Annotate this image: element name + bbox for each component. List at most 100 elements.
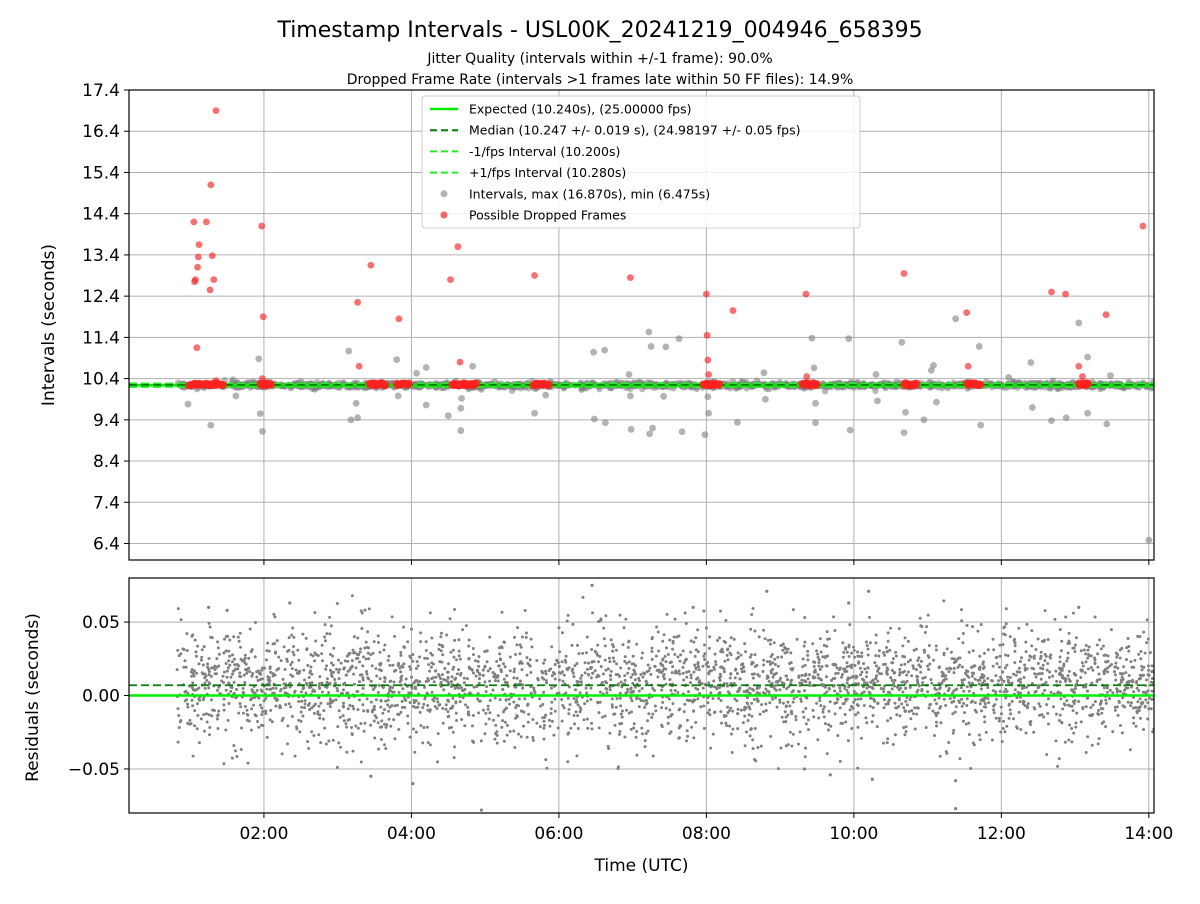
residual-point — [486, 660, 489, 663]
residual-point — [883, 698, 886, 701]
residual-point — [719, 610, 722, 613]
residual-point — [637, 677, 640, 680]
residual-point — [963, 711, 966, 714]
residual-point — [596, 701, 599, 704]
residual-point — [952, 732, 955, 735]
residual-point — [852, 675, 855, 678]
residual-point — [526, 662, 529, 665]
residual-point — [489, 699, 492, 702]
residual-point — [1039, 705, 1042, 708]
residual-point — [231, 653, 234, 656]
residual-point — [237, 636, 240, 639]
residual-point — [399, 670, 402, 673]
residual-point — [342, 683, 345, 686]
residual-point — [387, 655, 390, 658]
dropped-frame-point — [268, 381, 276, 389]
residual-point — [925, 625, 928, 628]
residual-point — [358, 698, 361, 701]
residual-point — [767, 676, 770, 679]
residual-point — [667, 653, 670, 656]
residual-point — [719, 673, 722, 676]
residual-point — [689, 681, 692, 684]
interval-point — [423, 402, 430, 409]
residual-point — [359, 722, 362, 725]
residual-point — [1062, 664, 1065, 667]
residual-point — [529, 665, 532, 668]
residual-point — [291, 715, 294, 718]
residual-point — [237, 664, 240, 667]
residual-point — [336, 602, 339, 605]
residual-point — [665, 646, 668, 649]
residual-point — [815, 649, 818, 652]
residual-point — [1086, 735, 1089, 738]
residual-point — [605, 691, 608, 694]
residual-point — [257, 697, 260, 700]
residual-point — [1100, 712, 1103, 715]
residual-point — [336, 689, 339, 692]
residual-point — [792, 701, 795, 704]
residual-point — [1027, 691, 1030, 694]
residual-point — [1059, 660, 1062, 663]
residual-point — [1128, 674, 1131, 677]
residual-point — [251, 648, 254, 651]
residual-point — [1141, 701, 1144, 704]
residual-point — [816, 738, 819, 741]
residual-point — [602, 627, 605, 630]
residual-point — [1085, 660, 1088, 663]
residual-point — [503, 641, 506, 644]
residual-point — [1079, 668, 1082, 671]
residual-point — [516, 626, 519, 629]
residual-point — [362, 709, 365, 712]
residual-point — [1025, 650, 1028, 653]
residual-point — [1140, 674, 1143, 677]
residual-point — [692, 736, 695, 739]
residual-point — [543, 659, 546, 662]
residual-point — [1132, 690, 1135, 693]
residual-point — [935, 648, 938, 651]
residual-point — [958, 656, 961, 659]
residual-point — [523, 697, 526, 700]
residual-point — [1094, 661, 1097, 664]
residual-point — [716, 639, 719, 642]
residual-point — [399, 651, 402, 654]
residual-point — [803, 679, 806, 682]
residual-point — [288, 702, 291, 705]
residual-point — [274, 705, 277, 708]
residual-point — [643, 672, 646, 675]
residual-point — [1135, 710, 1138, 713]
residual-point — [610, 670, 613, 673]
interval-point — [704, 393, 711, 400]
residual-point — [590, 648, 593, 651]
residual-point — [1129, 704, 1132, 707]
residual-point — [717, 697, 720, 700]
residual-point — [740, 667, 743, 670]
residual-point — [693, 663, 696, 666]
residual-point — [1089, 706, 1092, 709]
residual-point — [524, 609, 527, 612]
residual-point — [1092, 704, 1095, 707]
residual-point — [1115, 687, 1118, 690]
residual-point — [579, 710, 582, 713]
residual-point — [966, 674, 969, 677]
residual-point — [1111, 691, 1114, 694]
residual-point — [264, 697, 267, 700]
interval-point — [542, 392, 549, 399]
residual-point — [227, 666, 230, 669]
residual-point — [1122, 678, 1125, 681]
residual-point — [182, 666, 185, 669]
residual-point — [686, 719, 689, 722]
residual-point — [591, 611, 594, 614]
residual-point — [679, 653, 682, 656]
residual-point — [1073, 691, 1076, 694]
residual-point — [252, 704, 255, 707]
residual-point — [406, 722, 409, 725]
residual-point — [1068, 724, 1071, 727]
residual-point — [706, 701, 709, 704]
residual-point — [542, 662, 545, 665]
residual-point — [916, 659, 919, 662]
residual-point — [574, 688, 577, 691]
residual-point — [908, 698, 911, 701]
residual-point — [962, 720, 965, 723]
residual-point — [429, 708, 432, 711]
residual-point — [1103, 686, 1106, 689]
